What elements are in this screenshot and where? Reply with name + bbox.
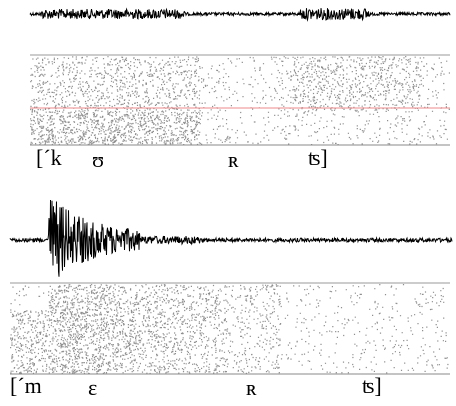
panel-top: [´k ʊ ʀ ʦ] xyxy=(29,7,451,172)
spectrogram xyxy=(10,284,449,375)
transcription-segment: ʦ] xyxy=(308,145,328,170)
transcription-segment: ɛ xyxy=(88,375,97,400)
transcription-segment: ʀ xyxy=(246,375,257,400)
panel-bottom: [´m ɛ ʀ ʦ] xyxy=(9,199,453,400)
transcription-segment: [´k xyxy=(36,145,62,170)
transcription-segment: ʀ xyxy=(228,147,239,172)
waveform xyxy=(29,7,451,22)
transcription-segment: [´m xyxy=(10,373,42,398)
transcription-segment: ʦ] xyxy=(362,373,382,398)
waveform xyxy=(9,199,453,277)
transcription-segment: ʊ xyxy=(92,147,104,172)
